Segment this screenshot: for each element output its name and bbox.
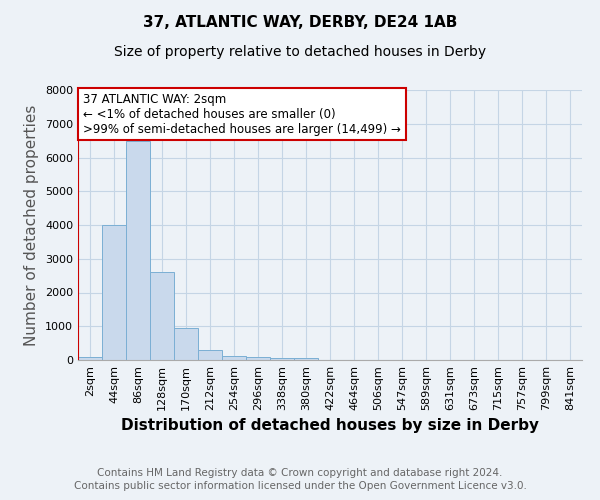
Bar (198, 350, 222, 360)
Text: Contains public sector information licensed under the Open Government Licence v3: Contains public sector information licen… (74, 481, 526, 491)
Bar (174, 328, 198, 360)
Text: Contains HM Land Registry data © Crown copyright and database right 2024.: Contains HM Land Registry data © Crown c… (97, 468, 503, 477)
Bar (78, 356, 102, 360)
Y-axis label: Number of detached properties: Number of detached properties (25, 104, 40, 346)
X-axis label: Distribution of detached houses by size in Derby: Distribution of detached houses by size … (121, 418, 539, 434)
Text: Size of property relative to detached houses in Derby: Size of property relative to detached ho… (114, 45, 486, 59)
Text: 37, ATLANTIC WAY, DERBY, DE24 1AB: 37, ATLANTIC WAY, DERBY, DE24 1AB (143, 15, 457, 30)
Bar (246, 358, 270, 360)
Bar (270, 358, 294, 360)
Bar (150, 272, 174, 360)
Bar (126, 140, 150, 360)
Bar (222, 356, 246, 360)
Bar (294, 358, 318, 360)
Bar (102, 225, 126, 360)
Text: 37 ATLANTIC WAY: 2sqm
← <1% of detached houses are smaller (0)
>99% of semi-deta: 37 ATLANTIC WAY: 2sqm ← <1% of detached … (83, 92, 401, 136)
